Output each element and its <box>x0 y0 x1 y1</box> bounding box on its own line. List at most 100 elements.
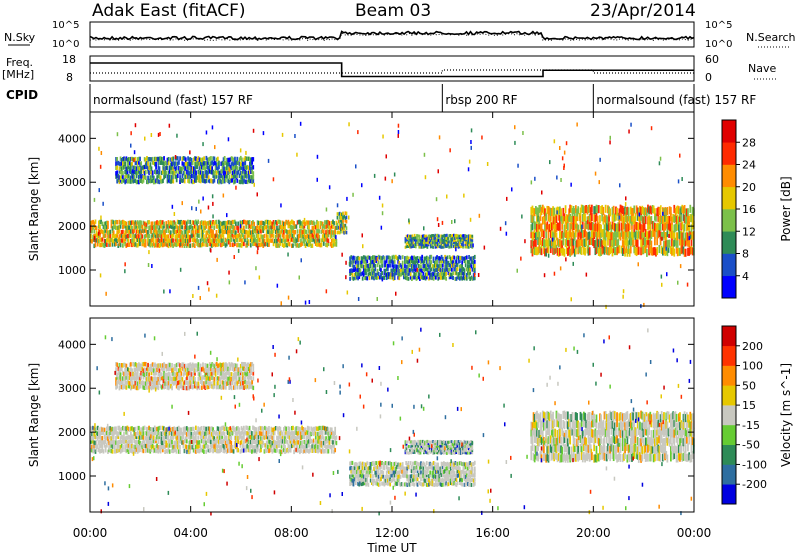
power-cell <box>456 262 459 267</box>
velocity-cell <box>268 448 270 454</box>
power-cell <box>209 178 211 184</box>
power-cell <box>350 268 353 273</box>
velocity-cell <box>163 366 165 372</box>
power-cell <box>463 271 466 276</box>
velocity-cell <box>283 447 285 453</box>
velocity-cell <box>212 427 214 432</box>
power-cell <box>184 241 187 246</box>
power-cell <box>180 219 182 225</box>
power-cell <box>581 230 584 239</box>
velocity-cell <box>149 376 152 381</box>
power-speckle <box>499 226 502 231</box>
velocity-cell <box>187 427 189 432</box>
power-cell <box>201 174 203 179</box>
power-cell <box>92 225 95 230</box>
power-cell <box>141 234 144 239</box>
velocity-cell <box>125 448 128 454</box>
power-cell <box>409 243 411 247</box>
power-cell <box>665 238 668 247</box>
power-cell <box>406 260 409 265</box>
power-cell <box>176 225 179 230</box>
velocity-cell <box>164 444 166 449</box>
power-cell <box>424 239 426 243</box>
velocity-cell <box>260 431 262 436</box>
velocity-cell <box>292 425 294 431</box>
power-cell <box>131 238 133 243</box>
power-cell <box>134 233 137 238</box>
power-cell <box>568 247 570 256</box>
power-cell <box>169 243 172 248</box>
power-cell <box>187 166 189 171</box>
power-cell <box>650 206 653 215</box>
velocity-cell <box>246 425 249 431</box>
power-cell <box>254 241 257 246</box>
velocity-cell <box>140 431 142 436</box>
power-cell <box>308 220 310 225</box>
power-cell <box>151 156 154 162</box>
power-cell <box>252 171 255 176</box>
power-cell <box>452 276 454 281</box>
power-cell <box>398 276 401 281</box>
velocity-cell <box>112 431 115 436</box>
power-cell <box>94 225 97 231</box>
velocity-cell <box>119 430 122 436</box>
power-cell <box>471 267 474 272</box>
power-cell <box>374 275 377 280</box>
power-cell <box>551 238 553 247</box>
power-cell <box>416 260 419 265</box>
power-cell <box>188 175 191 180</box>
velocity-cell <box>237 448 240 453</box>
power-cell <box>198 228 201 234</box>
power-cell <box>124 161 127 167</box>
power-cell <box>235 170 238 175</box>
power-cell <box>366 263 369 268</box>
power-cell <box>285 219 288 225</box>
power-speckle <box>145 222 147 227</box>
power-cell <box>343 226 346 231</box>
power-cell <box>573 213 576 222</box>
power-cell <box>148 233 150 239</box>
power-cell <box>410 245 413 249</box>
power-cell <box>440 271 443 276</box>
power-cell <box>426 238 429 242</box>
power-cell <box>260 242 262 247</box>
power-cell <box>148 242 150 247</box>
power-cell <box>670 246 672 255</box>
power-cell <box>244 156 247 161</box>
power-speckle <box>328 185 331 190</box>
power-speckle <box>423 226 425 231</box>
power-cell <box>226 157 228 163</box>
velocity-cell <box>117 440 120 445</box>
power-cell <box>639 214 641 223</box>
power-cell <box>120 161 123 166</box>
power-cell <box>256 220 259 225</box>
velocity-cell <box>134 376 137 381</box>
power-speckle <box>222 193 225 198</box>
power-cell <box>427 238 430 242</box>
power-cell <box>472 272 475 277</box>
power-cell <box>198 178 201 183</box>
power-cell <box>160 170 163 176</box>
power-cell <box>130 156 132 162</box>
power-cell <box>195 174 197 179</box>
power-cell <box>128 229 131 234</box>
velocity-cell <box>138 385 140 390</box>
power-cell <box>417 258 420 263</box>
velocity-cell <box>289 443 292 449</box>
velocity-cell <box>240 426 243 431</box>
power-cell <box>236 237 238 243</box>
power-cell <box>360 256 363 261</box>
power-speckle <box>378 195 381 200</box>
velocity-cell <box>165 367 168 372</box>
power-cell <box>281 228 284 233</box>
velocity-cell <box>273 440 276 445</box>
velocity-cell <box>221 425 224 431</box>
power-cell <box>549 221 552 230</box>
velocity-cell <box>269 447 272 453</box>
velocity-cell <box>309 448 311 453</box>
power-cell <box>228 162 231 167</box>
power-cell <box>364 264 366 269</box>
velocity-cell <box>270 430 273 435</box>
velocity-cell <box>267 440 269 445</box>
power-cell <box>389 272 392 277</box>
